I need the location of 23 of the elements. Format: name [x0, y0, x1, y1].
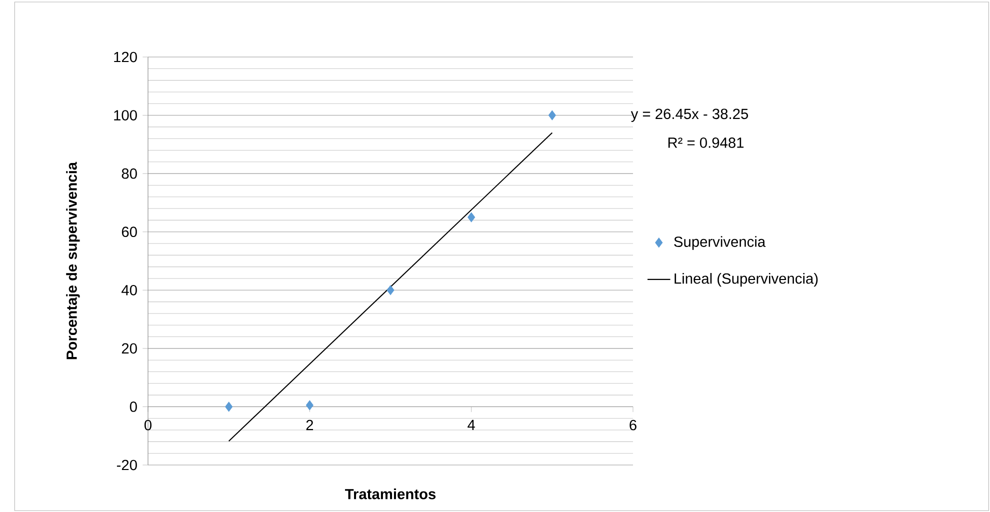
y-tick-label: 100 [114, 110, 137, 120]
point [225, 402, 233, 412]
legend-label: Supervivencia [674, 236, 766, 250]
x-tick-label: 6 [630, 420, 636, 430]
text: R² = 0.9481 [668, 138, 744, 148]
legend-label: Lineal (Supervivencia) [674, 273, 818, 287]
y-tick-label: 80 [122, 168, 137, 179]
x-tick-label: 0 [144, 420, 152, 430]
y-tick-label: -20 [116, 460, 137, 470]
point [468, 212, 476, 222]
x-axis-title: Tratamientos [345, 488, 436, 500]
y-tick-label: 20 [122, 343, 137, 354]
y-tick-label: 40 [122, 284, 137, 296]
point [306, 400, 314, 410]
y-axis-title: Porcentaje de supervivencia [66, 162, 80, 360]
point [386, 285, 394, 296]
point [548, 110, 556, 120]
y-tick-label: 60 [122, 226, 137, 238]
annotation: y = 26.45x - 38.25 [630, 108, 748, 122]
x-tick-label: 4 [468, 420, 475, 430]
x-tick-label: 2 [306, 420, 314, 430]
y-tick-label: 0 [130, 402, 137, 412]
y-tick-label: 120 [114, 52, 137, 62]
